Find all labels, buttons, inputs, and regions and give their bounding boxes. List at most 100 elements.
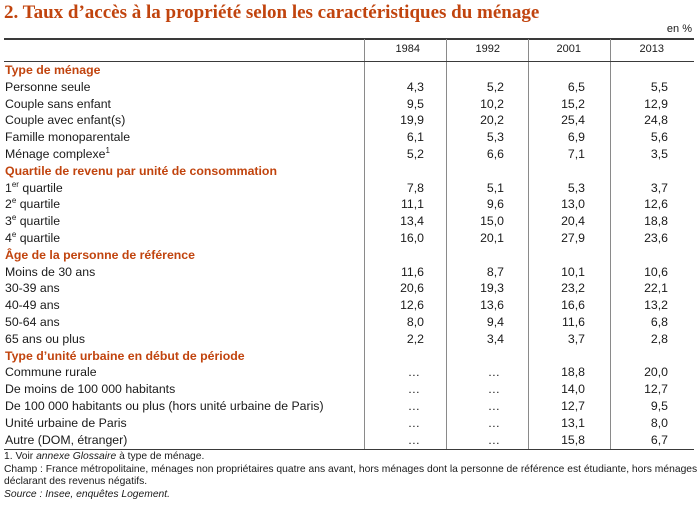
top-rule — [4, 38, 694, 40]
cell-1992: 3,4 — [486, 331, 504, 346]
footnote-marker: 1 — [105, 145, 110, 155]
cell-2001: 15,2 — [561, 96, 585, 111]
cell-1984: … — [407, 432, 420, 447]
row-label-text: Ménage complexe — [5, 147, 106, 161]
cell-1984: 12,6 — [400, 298, 424, 313]
cell-1992: 5,1 — [486, 180, 504, 195]
table-row: De moins de 100 000 habitants … … 14,0 12,7 — [4, 381, 694, 398]
row-label-text: Personne seule — [5, 79, 91, 94]
cell-1992: 10,2 — [480, 96, 504, 111]
cell-2001: 12,7 — [561, 399, 585, 413]
cell-1984: 4,3 — [406, 79, 424, 94]
cell-1984: … — [407, 415, 420, 430]
table-row: Unité urbaine de Paris … … 13,1 8,0 — [4, 415, 694, 432]
cell-1984: … — [407, 365, 420, 380]
row-label-text: quartile — [22, 180, 63, 195]
column-divider — [610, 39, 611, 449]
cell-1992: … — [487, 399, 500, 413]
row-label: Couple sans enfant — [5, 96, 111, 113]
row-label: 1er quartile — [5, 180, 63, 197]
cell-2013: 9,5 — [650, 399, 668, 413]
row-label: Autre (DOM, étranger) — [5, 432, 127, 449]
cell-2001: 6,9 — [567, 130, 585, 145]
row-label: De 100 000 habitants ou plus (hors unité… — [5, 398, 324, 415]
cell-2001: 6,5 — [567, 79, 585, 94]
table-row: 4e quartile 16,0 20,1 27,9 23,6 — [4, 230, 694, 247]
cell-1984: 11,1 — [400, 197, 424, 212]
cell-2001: 7,1 — [567, 147, 585, 161]
cell-1984: 11,6 — [400, 264, 424, 279]
row-label: De moins de 100 000 habitants — [5, 381, 175, 398]
cell-2001: 18,8 — [561, 365, 585, 380]
cell-1984: 5,2 — [406, 147, 424, 161]
column-divider — [446, 39, 447, 449]
section-label: Âge de la personne de référence — [5, 247, 195, 262]
scope-note-line-2: déclarant des revenus négatifs. — [4, 476, 148, 487]
table-row: Famille monoparentale 6,1 5,3 6,9 5,6 — [4, 129, 694, 146]
table-row: 40-49 ans 12,6 13,6 16,6 13,2 — [4, 297, 694, 314]
superscript: e — [11, 229, 17, 239]
cell-2013: 3,7 — [650, 180, 668, 195]
cell-2013: 18,8 — [644, 214, 668, 229]
table-row: 50-64 ans 8,0 9,4 11,6 6,8 — [4, 314, 694, 331]
section-header: Type d’unité urbaine en début de période — [4, 348, 694, 365]
cell-2013: 24,8 — [644, 113, 668, 128]
cell-1984: 16,0 — [400, 231, 424, 245]
section-label: Quartile de revenu par unité de consomma… — [5, 163, 277, 178]
cell-1992: 6,6 — [486, 147, 504, 161]
cell-2001: 16,6 — [561, 298, 585, 313]
row-label-text: Commune rurale — [5, 365, 97, 380]
cell-2013: 8,0 — [650, 415, 668, 430]
cell-1984: 2,2 — [406, 331, 424, 346]
row-label: 30-39 ans — [5, 280, 60, 297]
column-header-2013: 2013 — [639, 43, 664, 55]
column-header-2001: 2001 — [556, 43, 581, 55]
row-label: 4e quartile — [5, 230, 60, 247]
cell-2001: 14,0 — [561, 382, 585, 397]
table-row: Moins de 30 ans 11,6 8,7 10,1 10,6 — [4, 264, 694, 281]
column-divider — [528, 39, 529, 449]
cell-2013: 12,6 — [644, 197, 668, 212]
cell-2013: 10,6 — [644, 264, 668, 279]
cell-2013: 20,0 — [644, 365, 668, 380]
column-divider — [364, 39, 365, 449]
cell-2013: 12,9 — [644, 96, 668, 111]
cell-1992: … — [487, 432, 500, 447]
cell-2001: 11,6 — [561, 315, 585, 329]
table-row: 65 ans ou plus 2,2 3,4 3,7 2,8 — [4, 331, 694, 348]
scope-note-line-1: Champ : France métropolitaine, ménages n… — [4, 463, 698, 475]
footnote-1: 1. Voir annexe Glossaire à type de ménag… — [4, 451, 694, 464]
cell-1992: … — [487, 415, 500, 430]
header-rule — [4, 61, 694, 62]
source-note: Source : Insee, enquêtes Logement. — [4, 488, 171, 500]
row-label: Moins de 30 ans — [5, 264, 95, 281]
cell-2013: 6,8 — [650, 315, 668, 329]
footnotes: 1. Voir annexe Glossaire à type de ménag… — [4, 451, 698, 501]
row-label-text: Autre (DOM, étranger) — [5, 432, 128, 447]
row-label-text: 65 ans ou plus — [5, 331, 85, 346]
row-label-text: 40-49 ans — [5, 298, 60, 313]
row-label-text: Unité urbaine de Paris — [5, 415, 127, 430]
row-label-text: 30-39 ans — [5, 281, 60, 296]
cell-2013: 5,5 — [650, 79, 668, 94]
column-header-1984: 1984 — [395, 43, 420, 55]
row-label: 2e quartile — [5, 196, 60, 213]
section-header: Type de ménage — [4, 62, 694, 79]
row-label: 40-49 ans — [5, 297, 60, 314]
row-label-text: Famille monoparentale — [5, 130, 131, 145]
row-label-text: quartile — [19, 197, 61, 212]
table-row: 30-39 ans 20,6 19,3 23,2 22,1 — [4, 280, 694, 297]
row-label: Ménage complexe1 — [5, 146, 110, 163]
cell-2001: 3,7 — [567, 331, 585, 346]
row-label-text: Couple sans enfant — [5, 96, 111, 111]
table-row: Ménage complexe1 5,2 6,6 7,1 3,5 — [4, 146, 694, 163]
superscript: e — [11, 196, 17, 206]
cell-1992: 15,0 — [480, 214, 504, 229]
table-row: Couple avec enfant(s) 19,9 20,2 25,4 24,8 — [4, 112, 694, 129]
cell-1984: 6,1 — [406, 130, 424, 145]
cell-2013: 23,6 — [644, 231, 668, 245]
cell-1984: 13,4 — [400, 214, 424, 229]
row-label-text: quartile — [19, 231, 61, 245]
row-label-text: De 100 000 habitants ou plus (hors unité… — [5, 399, 324, 413]
cell-2013: 3,5 — [650, 147, 668, 161]
